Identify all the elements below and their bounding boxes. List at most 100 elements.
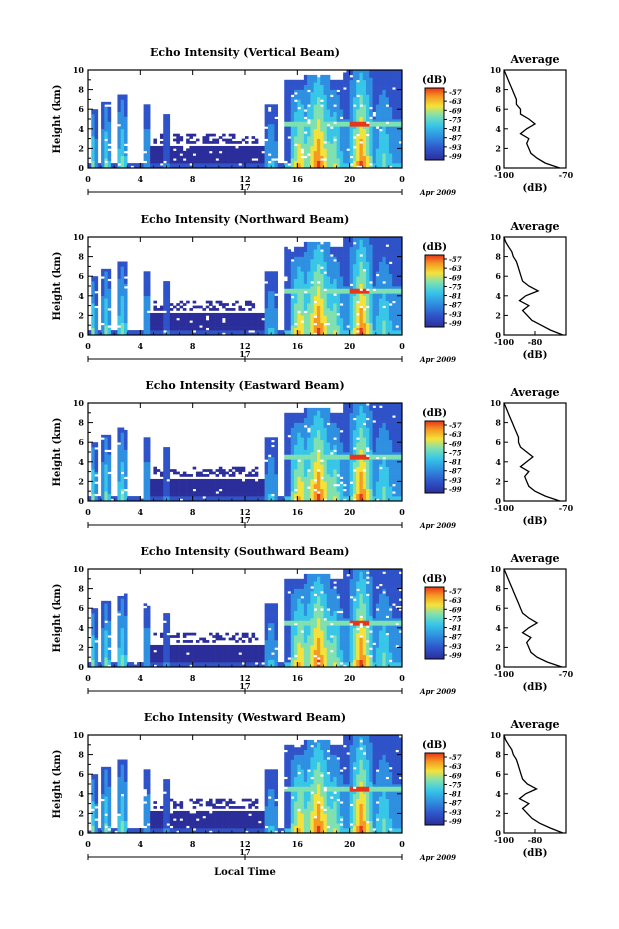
echo-cell: [215, 148, 220, 152]
echo-cell: [104, 459, 108, 463]
echo-cell: [117, 332, 122, 336]
echo-cell: [290, 121, 295, 125]
echo-cell: [120, 141, 125, 144]
echo-cell: [356, 315, 360, 319]
echo-cell: [369, 141, 373, 144]
echo-cell: [146, 486, 151, 490]
echo-cell: [202, 498, 207, 502]
echo-cell: [398, 303, 403, 306]
echo-cell: [199, 481, 203, 485]
echo-cell: [352, 138, 357, 142]
echo-cell: [359, 119, 364, 122]
echo-cell: [303, 276, 308, 279]
echo-cell: [199, 158, 203, 161]
echo-cell: [307, 320, 311, 324]
echo-cell: [117, 308, 122, 311]
echo-cell: [379, 268, 383, 272]
echo-cell: [248, 325, 252, 328]
echo-cell: [238, 478, 243, 482]
echo-cell: [284, 263, 288, 267]
echo-cell: [107, 165, 112, 169]
echo-cell: [241, 322, 246, 326]
echo-cell: [287, 273, 292, 277]
echo-cell: [231, 155, 236, 159]
echo-cell: [94, 121, 99, 125]
echo-cell: [209, 491, 213, 494]
echo-cell: [343, 94, 347, 98]
echo-cell: [323, 119, 328, 122]
echo-cell: [330, 155, 334, 159]
echo-cell: [333, 133, 337, 137]
echo-cell: [146, 143, 151, 147]
echo-cell: [153, 145, 157, 149]
echo-cell: [336, 138, 341, 142]
echo-cell: [352, 89, 357, 93]
echo-cell: [120, 150, 125, 154]
echo-cell: [290, 160, 295, 164]
echo-cell: [117, 273, 122, 277]
echo-cell: [166, 315, 171, 319]
echo-cell: [94, 498, 99, 502]
echo-cell: [310, 332, 314, 336]
echo-cell: [392, 332, 396, 336]
echo-cell: [362, 305, 367, 309]
echo-cell: [310, 128, 314, 132]
echo-cell: [398, 278, 403, 282]
echo-cell: [372, 148, 377, 152]
echo-cell: [91, 486, 95, 490]
echo-cell: [153, 312, 157, 316]
echo-cell: [192, 491, 197, 494]
echo-cell: [104, 491, 108, 494]
echo-cell: [385, 148, 390, 152]
echo-cell: [143, 119, 148, 122]
echo-cell: [91, 474, 95, 477]
echo-cell: [349, 150, 354, 154]
echo-cell: [120, 444, 125, 448]
echo-cell: [202, 493, 207, 497]
echo-cell: [300, 271, 305, 275]
echo-cell: [91, 320, 95, 324]
echo-cell: [94, 123, 99, 127]
echo-cell: [146, 163, 151, 166]
echo-cell: [156, 330, 161, 333]
echo-cell: [189, 478, 193, 482]
echo-cell: [284, 300, 288, 304]
echo-cell: [294, 155, 298, 159]
echo-cell: [346, 278, 350, 282]
echo-cell: [120, 106, 125, 110]
echo-cell: [218, 312, 223, 316]
echo-cell: [385, 133, 390, 137]
echo-cell: [307, 109, 311, 112]
echo-cell: [104, 106, 108, 110]
echo-cell: [395, 303, 400, 306]
echo-cell: [173, 150, 177, 154]
echo-cell: [91, 116, 95, 120]
average-y-tick-label: 10: [490, 65, 502, 75]
echo-cell: [307, 155, 311, 159]
echo-cell: [287, 322, 292, 326]
echo-cell: [300, 123, 305, 127]
echo-cell: [205, 153, 210, 157]
echo-cell: [235, 317, 239, 321]
echo-cell: [310, 104, 314, 108]
echo-cell: [339, 295, 344, 299]
echo-cell: [352, 237, 357, 240]
echo-cell: [101, 452, 105, 455]
echo-cell: [110, 330, 115, 333]
echo-cell: [330, 145, 334, 149]
echo-cell: [117, 114, 122, 117]
echo-cell: [228, 148, 233, 152]
echo-cell: [392, 251, 396, 255]
echo-cell: [264, 155, 269, 159]
echo-cell: [101, 104, 105, 108]
echo-cell: [362, 322, 367, 326]
echo-cell: [222, 478, 226, 482]
echo-cell: [231, 141, 236, 144]
echo-cell: [101, 327, 105, 331]
echo-cell: [369, 153, 373, 157]
echo-cell: [123, 432, 128, 436]
echo-cell: [362, 246, 367, 250]
echo-cell: [333, 79, 337, 83]
echo-cell: [143, 298, 148, 301]
echo-cell: [300, 261, 305, 265]
